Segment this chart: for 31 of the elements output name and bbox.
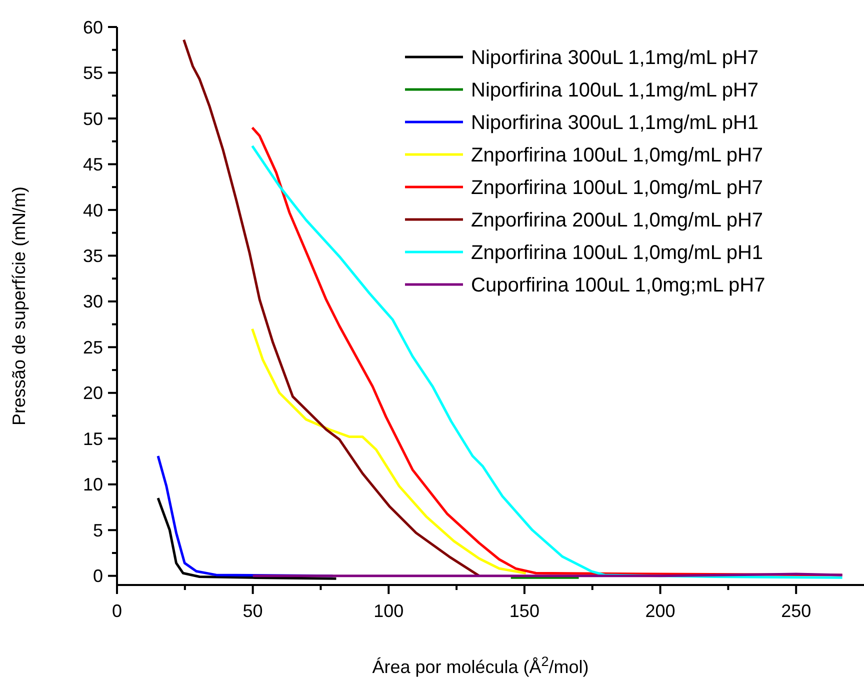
y-tick-label: 25 [82, 337, 103, 358]
y-tick-label: 50 [82, 108, 103, 129]
y-tick-label: 5 [92, 520, 103, 540]
x-tick-label: 100 [374, 601, 404, 621]
y-tick-label: 15 [82, 428, 103, 449]
legend-label: Niporfirina 300uL 1,1mg/mL pH1 [471, 112, 759, 134]
legend-label: Cuporfirina 100uL 1,0mg;mL pH7 [471, 274, 766, 296]
legend-label: Znporfirina 100uL 1,0mg/mL pH1 [471, 242, 764, 264]
x-tick-label: 200 [645, 601, 676, 621]
line-series [156, 496, 338, 580]
y-tick-label: 40 [82, 200, 103, 220]
legend-label: Znporfirina 200uL 1,0mg/mL pH7 [471, 210, 764, 232]
x-tick-label: 50 [242, 601, 263, 621]
y-tick-label: 10 [82, 474, 103, 495]
x-tick-label: 250 [781, 601, 812, 621]
legend-label: Niporfirina 300uL 1,1mg/mL pH7 [471, 47, 759, 69]
legend-label: Niporfirina 100uL 1,1mg/mL pH7 [471, 80, 759, 102]
y-tick-label: 55 [82, 63, 103, 84]
x-axis-title: Área por molécula (Å$^{2}$/mol) [372, 654, 589, 677]
y-tick-label: 45 [82, 154, 103, 175]
legend-label: Znporfirina 100uL 1,0mg/mL pH7 [471, 177, 764, 199]
legend-label: Znporfirina 100uL 1,0mg/mL pH7 [471, 144, 764, 166]
y-tick-label: 35 [82, 246, 103, 266]
y-tick-label: 0 [92, 566, 103, 586]
x-tick-label: 0 [112, 601, 122, 621]
y-tick-label: 60 [82, 17, 103, 38]
x-tick-label: 150 [509, 601, 540, 621]
y-tick-label: 20 [82, 383, 103, 404]
y-tick-label: 30 [82, 292, 103, 312]
y-axis-title: Pressão de superfície (mN/m) [9, 186, 29, 426]
line-series [251, 328, 528, 574]
